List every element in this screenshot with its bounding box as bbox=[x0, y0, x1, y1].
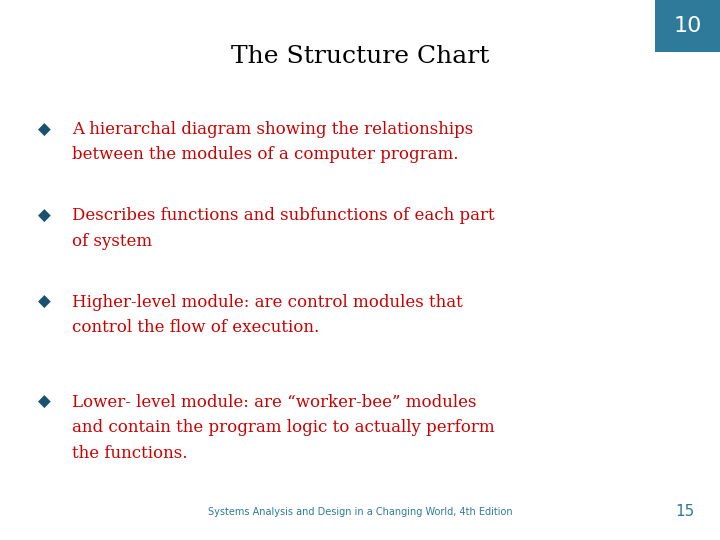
Text: Systems Analysis and Design in a Changing World, 4th Edition: Systems Analysis and Design in a Changin… bbox=[207, 507, 513, 517]
Text: control the flow of execution.: control the flow of execution. bbox=[72, 319, 319, 336]
Text: 15: 15 bbox=[675, 504, 695, 519]
Text: and contain the program logic to actually perform: and contain the program logic to actuall… bbox=[72, 419, 495, 436]
Text: between the modules of a computer program.: between the modules of a computer progra… bbox=[72, 146, 459, 164]
Text: the functions.: the functions. bbox=[72, 444, 187, 462]
Text: ◆: ◆ bbox=[37, 393, 50, 411]
FancyBboxPatch shape bbox=[655, 0, 720, 52]
Text: ◆: ◆ bbox=[37, 293, 50, 312]
Text: Lower- level module: are “worker-bee” modules: Lower- level module: are “worker-bee” mo… bbox=[72, 394, 477, 411]
Text: ◆: ◆ bbox=[37, 120, 50, 139]
Text: 10: 10 bbox=[673, 16, 702, 36]
Text: The Structure Chart: The Structure Chart bbox=[231, 45, 489, 68]
Text: of system: of system bbox=[72, 233, 152, 250]
Text: Describes functions and subfunctions of each part: Describes functions and subfunctions of … bbox=[72, 207, 495, 225]
Text: ◆: ◆ bbox=[37, 207, 50, 225]
Text: A hierarchal diagram showing the relationships: A hierarchal diagram showing the relatio… bbox=[72, 121, 473, 138]
Text: Higher-level module: are control modules that: Higher-level module: are control modules… bbox=[72, 294, 463, 311]
